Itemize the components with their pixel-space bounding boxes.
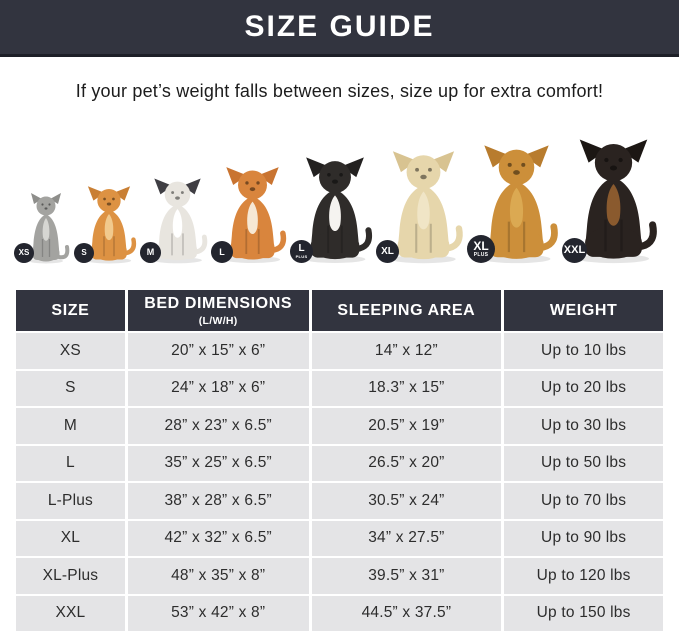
size-badge: XXL	[562, 238, 587, 263]
doberman-illustration	[577, 139, 657, 264]
cell-size: XL	[16, 520, 125, 556]
table-row: XS 20” x 15” x 6” 14” x 12” Up to 10 lbs	[16, 333, 663, 369]
table-row: XL-Plus 48” x 35” x 8” 39.5” x 31” Up to 12…	[16, 558, 663, 594]
cell-bed-dimensions: 53” x 42” x 8”	[127, 595, 309, 631]
cell-size: XXL	[16, 595, 125, 631]
labrador-illustration	[391, 151, 463, 264]
cell-sleeping-area: 34” x 27.5”	[311, 520, 502, 556]
cell-sleeping-area: 30.5” x 24”	[311, 483, 502, 519]
border-collie-illustration	[304, 157, 373, 263]
french-bulldog-illustration	[153, 178, 208, 264]
cell-size: L-Plus	[16, 483, 125, 519]
pet-photo-french-bulldog: M	[140, 176, 208, 264]
cell-bed-dimensions: 28” x 23” x 6.5”	[127, 408, 309, 444]
cell-weight: Up to 50 lbs	[504, 445, 663, 481]
size-badge: M	[140, 242, 161, 263]
table-body: XS 20” x 15” x 6” 14” x 12” Up to 10 lbs S 24…	[16, 333, 663, 631]
cell-weight: Up to 120 lbs	[504, 558, 663, 594]
table-row: S 24” x 18” x 6” 18.3” x 15” Up to 20 lbs	[16, 370, 663, 406]
pet-photo-labrador: XL	[376, 148, 464, 264]
size-badge-label: M	[146, 247, 155, 257]
col-header-size: SIZE	[16, 290, 125, 331]
size-badge-label: XL	[473, 239, 489, 253]
cell-bed-dimensions: 38” x 28” x 6.5”	[127, 483, 309, 519]
cell-weight: Up to 70 lbs	[504, 483, 663, 519]
shiba-inu-illustration	[224, 167, 287, 263]
cell-weight: Up to 90 lbs	[504, 520, 663, 556]
size-badge-label: XS	[18, 248, 30, 257]
golden-retriever-illustration	[482, 145, 558, 264]
size-badge-label: XXL	[563, 244, 586, 256]
size-guide-banner: SIZE GUIDE	[0, 0, 679, 57]
cell-sleeping-area: 44.5” x 37.5”	[311, 595, 502, 631]
cell-size: XS	[16, 333, 125, 369]
cell-size: S	[16, 370, 125, 406]
cell-bed-dimensions: 35” x 25” x 6.5”	[127, 445, 309, 481]
pet-photo-shiba-inu: L	[211, 164, 287, 264]
page-title: SIZE GUIDE	[244, 10, 435, 43]
pet-photo-pomeranian: S	[74, 184, 137, 264]
cell-weight: Up to 10 lbs	[504, 333, 663, 369]
size-badge-label: L	[298, 243, 305, 254]
table-row: XXL 53” x 42” x 8” 44.5” x 37.5” Up to 150 …	[16, 595, 663, 631]
pet-photo-cat: XS	[14, 192, 71, 264]
cell-bed-dimensions: 42” x 32” x 6.5”	[127, 520, 309, 556]
pet-size-lineup: XS	[14, 112, 658, 264]
cell-size: L	[16, 445, 125, 481]
size-badge-sublabel: PLUS	[295, 254, 308, 259]
cell-size: XL-Plus	[16, 558, 125, 594]
cell-sleeping-area: 18.3” x 15”	[311, 370, 502, 406]
col-header-sleeping-area: SLEEPING AREA	[311, 290, 502, 331]
size-badge: L PLUS	[290, 240, 313, 263]
cell-bed-dimensions: 48” x 35” x 8”	[127, 558, 309, 594]
cell-bed-dimensions: 24” x 18” x 6”	[127, 370, 309, 406]
cell-size: M	[16, 408, 125, 444]
pet-photo-border-collie: L PLUS	[290, 154, 373, 264]
size-badge-label: XL	[381, 245, 394, 257]
table-header-row: SIZE BED DIMENSIONS (L/W/H) SLEEPING ARE…	[16, 290, 663, 331]
size-badge: S	[74, 243, 94, 263]
size-badge-sublabel: PLUS	[473, 252, 489, 258]
size-badge: XS	[14, 243, 34, 263]
cell-weight: Up to 150 lbs	[504, 595, 663, 631]
cell-sleeping-area: 26.5” x 20”	[311, 445, 502, 481]
size-table: SIZE BED DIMENSIONS (L/W/H) SLEEPING ARE…	[16, 290, 663, 631]
size-badge: XL PLUS	[467, 235, 495, 263]
cell-sleeping-area: 39.5” x 31”	[311, 558, 502, 594]
pomeranian-illustration	[86, 186, 137, 264]
cell-bed-dimensions: 20” x 15” x 6”	[127, 333, 309, 369]
cell-sleeping-area: 14” x 12”	[311, 333, 502, 369]
col-header-weight: WEIGHT	[504, 290, 663, 331]
col-header-bed-dimensions: BED DIMENSIONS (L/W/H)	[127, 290, 309, 331]
col-header-bed-dimensions-sub: (L/W/H)	[198, 314, 238, 327]
table-row: L 35” x 25” x 6.5” 26.5” x 20” Up to 50 lbs	[16, 445, 663, 481]
cell-sleeping-area: 20.5” x 19”	[311, 408, 502, 444]
size-badge-label: S	[81, 248, 87, 257]
cell-weight: Up to 20 lbs	[504, 370, 663, 406]
size-badge-label: L	[219, 246, 225, 257]
cell-weight: Up to 30 lbs	[504, 408, 663, 444]
cat-illustration	[29, 193, 70, 264]
size-badge: L	[211, 241, 233, 263]
size-badge: XL	[376, 240, 399, 263]
table-row: L-Plus 38” x 28” x 6.5” 30.5” x 24” Up to 7…	[16, 483, 663, 519]
table-row: XL 42” x 32” x 6.5” 34” x 27.5” Up to 90 lb…	[16, 520, 663, 556]
subtitle-text: If your pet’s weight falls between sizes…	[75, 81, 604, 101]
table-row: M 28” x 23” x 6.5” 20.5” x 19” Up to 30 lbs	[16, 408, 663, 444]
pet-photo-doberman: XXL	[562, 136, 658, 264]
pet-photo-golden-retriever: XL PLUS	[467, 142, 559, 264]
